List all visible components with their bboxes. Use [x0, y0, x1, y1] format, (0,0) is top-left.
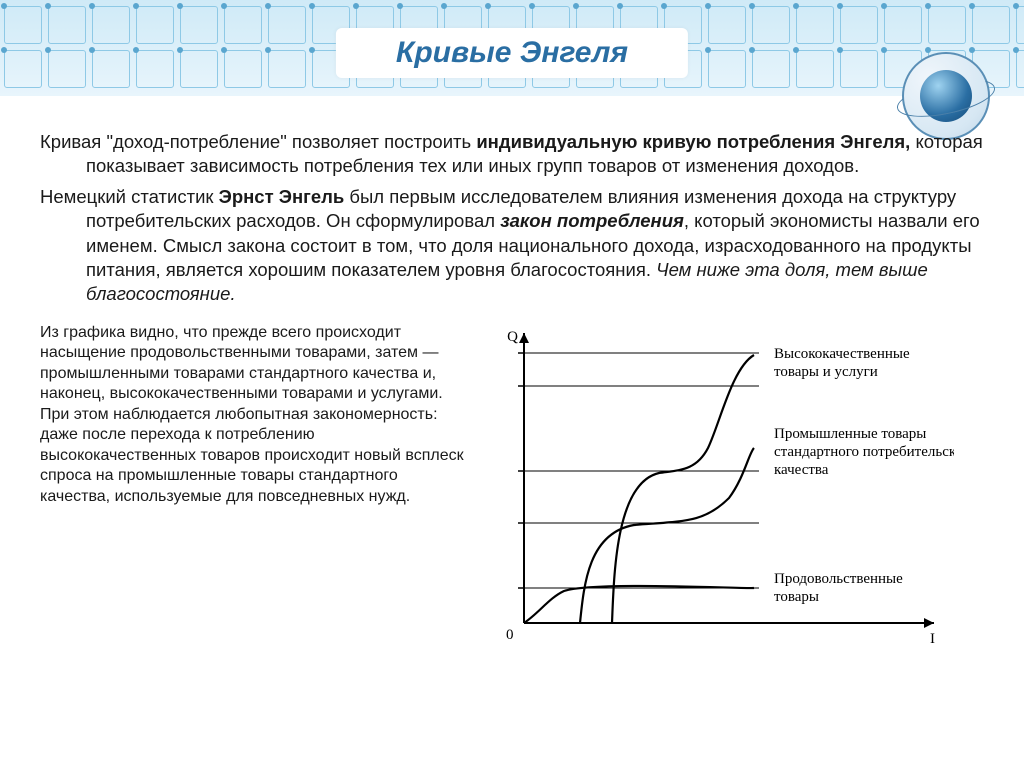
p2-text1: Немецкий статистик: [40, 186, 219, 207]
svg-text:Высококачественные: Высококачественные: [774, 346, 910, 362]
svg-text:товары: товары: [774, 589, 819, 605]
globe-icon: [902, 52, 990, 140]
svg-text:0: 0: [506, 627, 514, 643]
paragraph-1: Кривая "доход-потребление" позволяет пос…: [40, 130, 984, 179]
paragraph-2: Немецкий статистик Эрнст Энгель был перв…: [40, 185, 984, 307]
p2-bold1: Эрнст Энгель: [219, 186, 345, 207]
engel-chart: 0 Q I Высококачественные товары и услуги Пром…: [484, 323, 984, 663]
p1-bold1: индивидуальную кривую потребления Энгеля…: [476, 131, 910, 152]
lower-row: Из графика видно, что прежде всего проис…: [40, 323, 984, 663]
p2-boldit1: закон потребления: [500, 210, 684, 231]
svg-text:Продовольственные: Продовольственные: [774, 571, 903, 587]
paragraph-3: Из графика видно, что прежде всего проис…: [40, 323, 470, 663]
content-area: Кривая "доход-потребление" позволяет пос…: [40, 130, 984, 663]
svg-text:стандартного потребительского: стандартного потребительского: [774, 444, 954, 460]
svg-text:Q: Q: [507, 329, 518, 345]
svg-text:I: I: [930, 631, 935, 647]
svg-text:Промышленные товары: Промышленные товары: [774, 426, 926, 442]
slide-title: Кривые Энгеля: [396, 36, 628, 70]
slide-title-box: Кривые Энгеля: [336, 28, 688, 78]
p1-text1: Кривая "доход-потребление" позволяет пос…: [40, 131, 476, 152]
svg-text:товары и услуги: товары и услуги: [774, 364, 878, 380]
svg-text:качества: качества: [774, 462, 829, 478]
